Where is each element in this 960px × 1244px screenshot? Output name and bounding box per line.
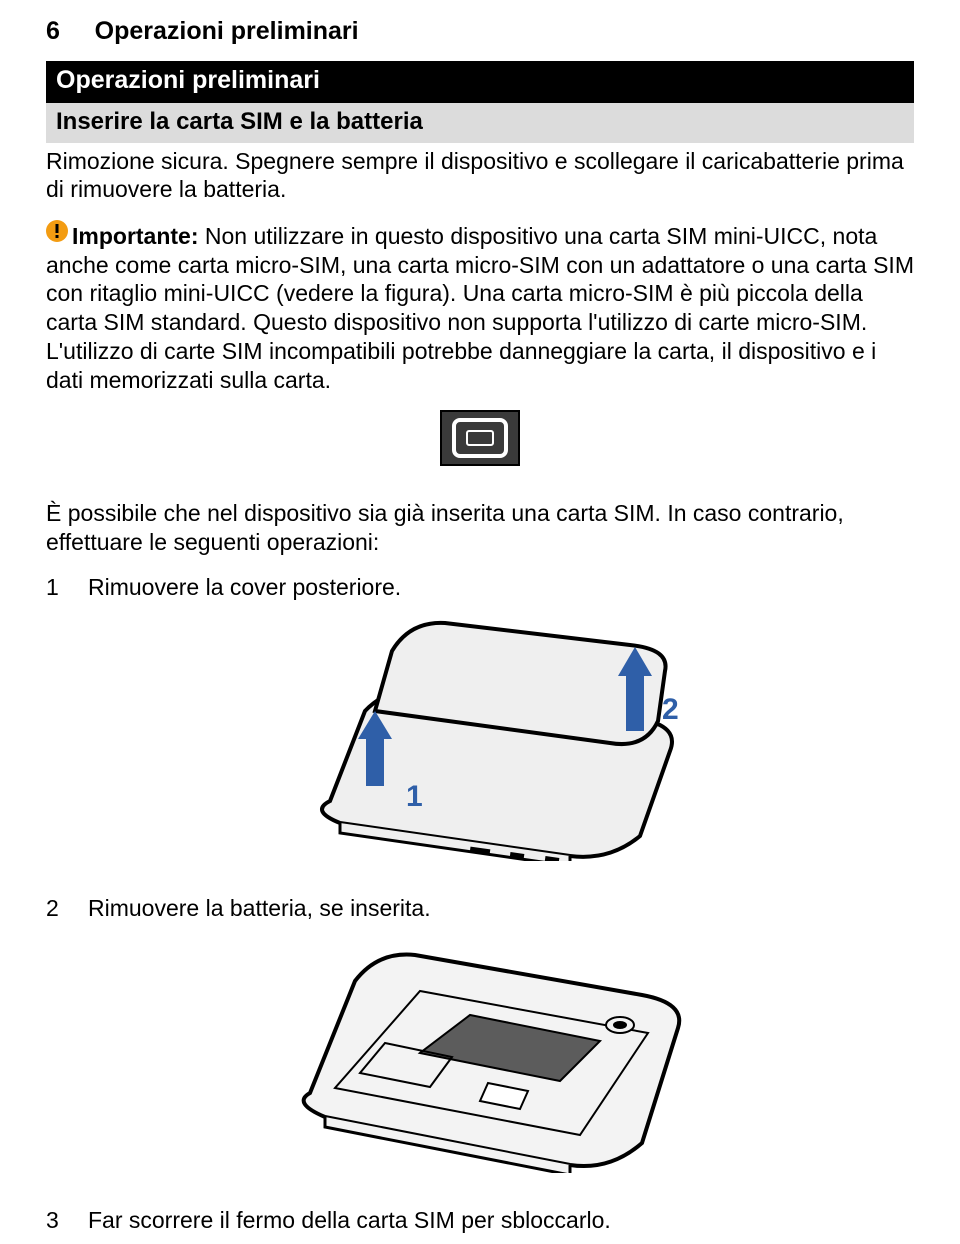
step-number: 1 — [46, 573, 88, 602]
step-text: Far scorrere il fermo della carta SIM pe… — [88, 1206, 914, 1235]
warning-icon — [46, 220, 68, 249]
intro-paragraph: Rimozione sicura. Spegnere sempre il dis… — [46, 147, 914, 205]
important-note: Importante: Non utilizzare in questo dis… — [46, 220, 914, 394]
remove-cover-figure: 1 2 — [0, 611, 960, 868]
section-title: Operazioni preliminari — [46, 61, 914, 102]
step-text: Rimuovere la cover posteriore. — [88, 573, 914, 602]
sim-card-icon — [440, 410, 520, 466]
step-number: 3 — [46, 1206, 88, 1235]
step-text: Rimuovere la batteria, se inserita. — [88, 894, 914, 923]
remove-battery-figure — [0, 933, 960, 1180]
subsection-title: Inserire la carta SIM e la batteria — [46, 103, 914, 143]
arrow-2-label: 2 — [662, 693, 679, 726]
step-row: 2 Rimuovere la batteria, se inserita. — [46, 894, 914, 923]
running-title: Operazioni preliminari — [95, 17, 359, 45]
pre-steps-text: È possibile che nel dispositivo sia già … — [46, 499, 914, 557]
step-row: 1 Rimuovere la cover posteriore. — [46, 573, 914, 602]
page-number: 6 — [46, 17, 60, 45]
page-header: 6 Operazioni preliminari — [0, 0, 960, 57]
important-label: Importante: — [72, 223, 199, 249]
step-number: 2 — [46, 894, 88, 923]
sim-icon-figure — [0, 410, 960, 473]
step-row: 3 Far scorrere il fermo della carta SIM … — [46, 1206, 914, 1235]
arrow-1-label: 1 — [406, 780, 423, 813]
